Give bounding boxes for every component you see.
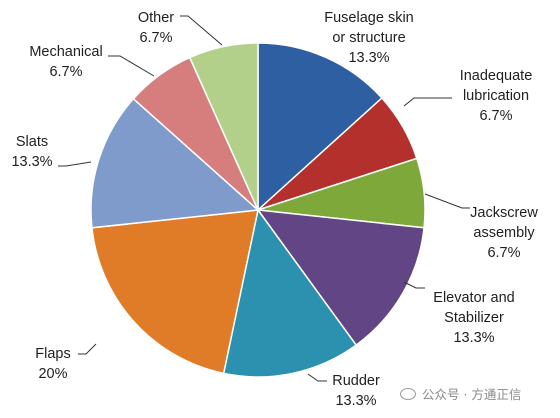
watermark: 公众号 · 方通正信 [400,384,521,403]
data-label-elevator-and-stabilizer: Elevator and Stabilizer 13.3% [433,290,514,346]
pie-slice-other [188,42,259,211]
pie-slice-slats [90,97,260,229]
data-label-mechanical: Mechanical 6.7% [29,44,102,80]
leader-line [424,193,470,209]
leader-line [78,343,97,355]
data-label-flaps: Flaps 20% [35,346,70,382]
data-label-slats: Slats 13.3% [11,134,52,170]
watermark-text: 公众号 · 方通正信 [422,387,522,402]
leader-line [108,55,155,77]
pie-slice-flaps [91,209,259,375]
pie-slice-elevator-and-stabilizer [256,209,425,347]
pie-slice-rudder [222,208,358,378]
pie-slice-fuselage-skin-or-structure [257,42,383,212]
data-label-fuselage-skin-or-structure: Fuselage skin or structure 13.3% [324,10,413,66]
leader-line [58,161,92,167]
data-label-other: Other 6.7% [138,10,174,46]
wechat-icon [400,388,416,400]
leader-line [403,281,425,289]
leader-line [403,97,452,107]
data-label-rudder: Rudder 13.3% [332,373,380,409]
data-label-jackscrew-assembly: Jackscrew assembly 6.7% [470,205,538,261]
leader-line [180,15,223,46]
data-label-inadequate-lubrication: Inadequate lubrication 6.7% [460,68,533,124]
leader-line [307,373,327,382]
